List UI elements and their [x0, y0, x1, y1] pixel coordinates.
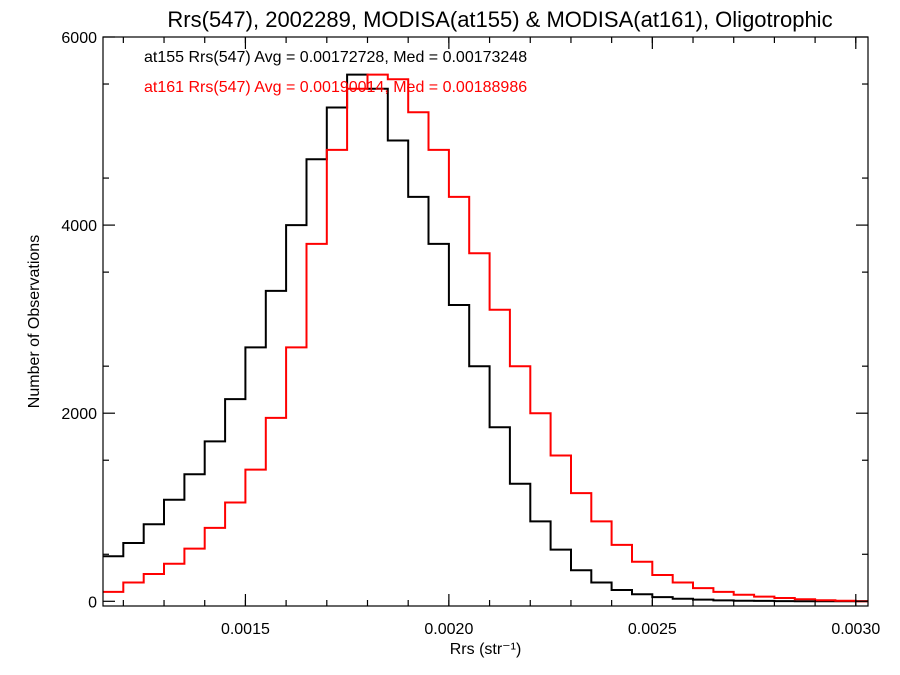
- histogram-series-0: [103, 73, 868, 603]
- y-axis-label: Number of Observations: [26, 235, 43, 408]
- x-tick-label: 0.0025: [628, 621, 677, 638]
- y-tick-label: 6000: [61, 30, 97, 47]
- x-axis-label: Rrs (str⁻¹): [450, 641, 522, 658]
- plot-frame: [102, 36, 869, 607]
- annotation-at155: at155 Rrs(547) Avg = 0.00172728, Med = 0…: [144, 49, 527, 66]
- y-tick-label: 2000: [61, 406, 97, 423]
- x-tick-label: 0.0030: [831, 621, 880, 638]
- ticks-layer: 0.0015 0.0020 0.0025 0.0030 0 2000 4000 6000: [61, 30, 880, 638]
- histogram-series-1: [103, 73, 868, 603]
- y-tick-label: 4000: [61, 218, 97, 235]
- chart-title: Rrs(547), 2002289, MODISA(at155) & MODIS…: [167, 7, 832, 32]
- series-layer: [103, 73, 868, 603]
- annotation-at161: at161 Rrs(547) Avg = 0.00190014, Med = 0…: [144, 79, 527, 96]
- y-tick-label: 0: [88, 594, 97, 611]
- x-tick-label: 0.0015: [221, 621, 270, 638]
- x-tick-label: 0.0020: [424, 621, 473, 638]
